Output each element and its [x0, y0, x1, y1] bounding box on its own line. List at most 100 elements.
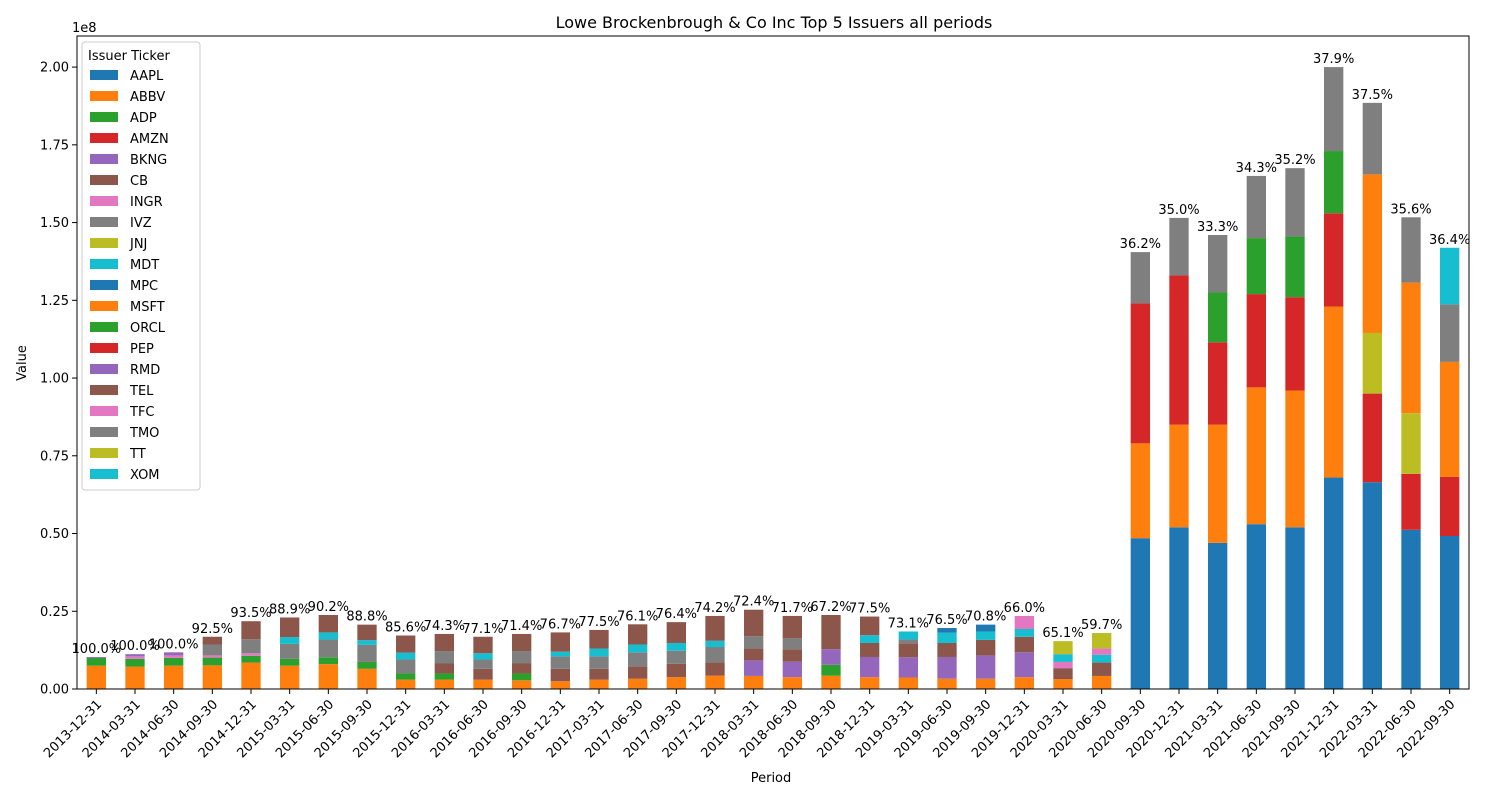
- bar-segment-tel: [705, 615, 725, 641]
- legend-entry-tel: TEL: [129, 384, 154, 399]
- bar-segment-ivz: [589, 656, 609, 669]
- y-tick-label: 1.75: [40, 138, 69, 153]
- y-tick-label: 1.50: [40, 216, 69, 231]
- bar-segment-msft: [1401, 282, 1421, 414]
- bar-segment-tmo: [1440, 304, 1460, 362]
- legend-entry-orcl: ORCL: [130, 321, 166, 336]
- legend-swatch-tfc: [90, 406, 118, 416]
- bar-segment-abbv: [937, 678, 957, 689]
- bar-segment-tmo: [1285, 168, 1305, 237]
- legend: Issuer Ticker AAPL ABBV ADP AMZN BKNG CB INGR I…: [81, 41, 201, 491]
- bar-segment-pep: [1362, 393, 1382, 483]
- legend-swatch-mpc: [90, 280, 118, 290]
- legend-entry-jnj: JNJ: [129, 237, 147, 252]
- x-axis-label: Period: [751, 771, 792, 786]
- y-tick-label: 1.00: [40, 372, 69, 387]
- y-axis-multiplier: 1e8: [72, 21, 97, 36]
- bar-segment-bkng: [1014, 652, 1034, 678]
- bar-segment-jnj: [1362, 332, 1382, 394]
- bar-segment-msft: [1130, 443, 1150, 539]
- bar-percent-label: 66.0%: [1004, 601, 1045, 616]
- bar-segment-amzn: [1285, 297, 1305, 391]
- bar-segment-ingr: [202, 655, 222, 658]
- bar-segment-abbv: [202, 665, 222, 689]
- bar-segment-mdt: [1014, 628, 1034, 637]
- bar-segment-orcl: [1246, 238, 1266, 295]
- bar-segment-abbv: [976, 678, 996, 689]
- bar-percent-label: 65.1%: [1042, 626, 1083, 641]
- bar-segment-amzn: [1246, 294, 1266, 388]
- bar-percent-label: 71.4%: [501, 619, 542, 634]
- y-axis-label: Value: [15, 345, 30, 381]
- bar-segment-mpc: [976, 624, 996, 632]
- bar-segment-cb: [550, 668, 570, 682]
- bar-segment-aapl: [1246, 524, 1266, 689]
- plot-frame: [76, 35, 1470, 690]
- bar-segment-bkng: [782, 661, 802, 678]
- legend-swatch-aapl: [90, 70, 118, 80]
- bar-segment-mdt: [280, 637, 300, 644]
- bar-segment-adp: [86, 657, 106, 666]
- bar-segment-amzn: [1169, 275, 1189, 425]
- bar-segment-cb: [976, 639, 996, 656]
- bar-segment-mpc: [937, 628, 957, 633]
- legend-entry-aapl: AAPL: [130, 69, 164, 84]
- bar-segment-msft: [1246, 387, 1266, 525]
- bar-segment-bkng: [86, 656, 106, 658]
- y-tick-label: 0.50: [40, 527, 69, 542]
- bar-segment-jnj: [1053, 641, 1073, 655]
- bar-segment-mdt: [705, 640, 725, 648]
- bar-segment-ivz: [473, 659, 493, 669]
- bar-segment-abbv: [318, 664, 338, 689]
- legend-entry-mdt: MDT: [130, 258, 159, 273]
- bar-segment-abbv: [1092, 675, 1112, 689]
- bar-segment-bkng: [860, 656, 880, 678]
- legend-entry-xom: XOM: [130, 468, 160, 483]
- bar-segment-abbv: [860, 677, 880, 689]
- bar-segment-tel: [782, 615, 802, 639]
- bar-segment-mdt: [628, 644, 648, 653]
- bar-segment-abbv: [666, 677, 686, 689]
- bar-segment-ivz: [898, 639, 918, 644]
- legend-swatch-ivz: [90, 217, 118, 227]
- y-tick-label: 0.25: [40, 605, 69, 620]
- bar-percent-label: 88.9%: [269, 602, 310, 617]
- chart-title: Lowe Brockenbrough & Co Inc Top 5 Issuer…: [556, 13, 993, 32]
- bar-segment-msft: [1169, 424, 1189, 528]
- bar-segment-aapl: [1401, 529, 1421, 689]
- bar-segment-abbv: [241, 662, 261, 689]
- legend-entry-adp: ADP: [130, 111, 157, 126]
- legend-swatch-abbv: [90, 91, 118, 101]
- bar-segment-abbv: [473, 679, 493, 689]
- bar-segment-abbv: [434, 679, 454, 689]
- bar-segment-tel: [589, 629, 609, 649]
- bar-percent-label: 77.5%: [578, 615, 619, 630]
- bar-percent-label: 71.7%: [772, 601, 813, 616]
- legend-swatch-tt: [90, 448, 118, 458]
- bar-segment-orcl: [1285, 236, 1305, 298]
- bar-percent-label: 35.2%: [1274, 153, 1315, 168]
- bar-segment-pep: [1401, 473, 1421, 530]
- legend-swatch-mdt: [90, 259, 118, 269]
- legend-entry-ingr: INGR: [130, 195, 163, 210]
- legend-swatch-tel: [90, 385, 118, 395]
- bar-segment-ivz: [357, 644, 377, 662]
- legend-swatch-cb: [90, 175, 118, 185]
- bar-segment-ingr: [1014, 615, 1034, 629]
- bar-segment-adp: [125, 658, 145, 667]
- legend-swatch-msft: [90, 301, 118, 311]
- bar-percent-label: 76.7%: [540, 617, 581, 632]
- bar-segment-bkng: [937, 656, 957, 679]
- bar-percent-label: 37.9%: [1313, 52, 1354, 67]
- bar-segment-abbv: [628, 678, 648, 689]
- legend-swatch-pep: [90, 343, 118, 353]
- bar-segment-cb: [357, 624, 377, 641]
- legend-entry-msft: MSFT: [130, 300, 165, 315]
- bar-segment-abbv: [164, 665, 184, 689]
- bar-segment-ivz: [550, 656, 570, 669]
- bar-segment-tel: [744, 609, 764, 637]
- y-tick-label: 2.00: [40, 61, 69, 76]
- bar-segment-adp: [241, 655, 261, 663]
- bar-segment-adp: [357, 661, 377, 669]
